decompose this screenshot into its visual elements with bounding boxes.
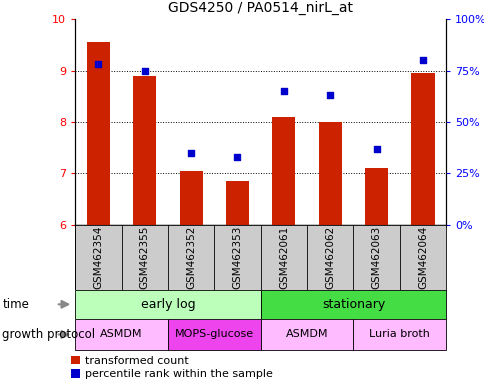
Point bbox=[418, 57, 426, 63]
Text: GSM462061: GSM462061 bbox=[278, 226, 288, 289]
Bar bbox=[75, 319, 167, 350]
Bar bbox=[87, 42, 110, 225]
Bar bbox=[364, 168, 387, 225]
Text: Luria broth: Luria broth bbox=[369, 329, 429, 339]
Point bbox=[140, 68, 148, 74]
Bar bbox=[260, 290, 445, 319]
Bar bbox=[179, 171, 202, 225]
Point bbox=[326, 92, 333, 98]
Bar bbox=[226, 181, 249, 225]
Text: ASMDM: ASMDM bbox=[285, 329, 328, 339]
Legend: transformed count, percentile rank within the sample: transformed count, percentile rank withi… bbox=[71, 356, 273, 379]
Bar bbox=[260, 319, 353, 350]
Text: GSM462062: GSM462062 bbox=[325, 226, 334, 289]
Text: time: time bbox=[2, 298, 29, 311]
Bar bbox=[318, 122, 341, 225]
Point bbox=[372, 146, 380, 152]
Point bbox=[279, 88, 287, 94]
Text: GSM462064: GSM462064 bbox=[417, 226, 427, 289]
Text: stationary: stationary bbox=[321, 298, 384, 311]
Text: GSM462355: GSM462355 bbox=[139, 225, 150, 289]
Text: MOPS-glucose: MOPS-glucose bbox=[174, 329, 253, 339]
Bar bbox=[75, 290, 260, 319]
Text: ASMDM: ASMDM bbox=[100, 329, 142, 339]
Text: GSM462353: GSM462353 bbox=[232, 225, 242, 289]
Point bbox=[233, 154, 241, 160]
Text: GSM462354: GSM462354 bbox=[93, 225, 103, 289]
Text: growth protocol: growth protocol bbox=[2, 328, 95, 341]
Bar bbox=[133, 76, 156, 225]
Bar bbox=[353, 319, 445, 350]
Bar bbox=[272, 117, 295, 225]
Text: GSM462352: GSM462352 bbox=[186, 225, 196, 289]
Bar bbox=[410, 73, 434, 225]
Text: early log: early log bbox=[140, 298, 195, 311]
Text: GSM462063: GSM462063 bbox=[371, 226, 381, 289]
Bar bbox=[167, 319, 260, 350]
Point bbox=[94, 61, 102, 68]
Point bbox=[187, 150, 195, 156]
Title: GDS4250 / PA0514_nirL_at: GDS4250 / PA0514_nirL_at bbox=[168, 1, 352, 15]
